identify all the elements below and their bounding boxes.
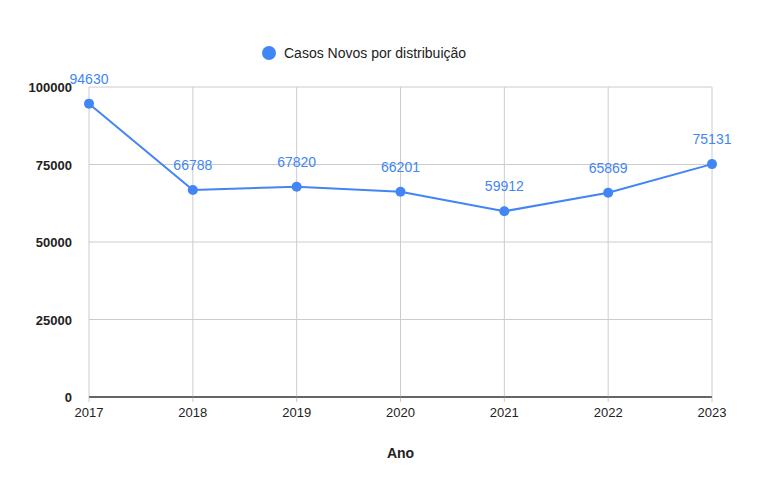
x-grid (296, 87, 297, 402)
data-point (292, 182, 302, 192)
data-point (188, 185, 198, 195)
data-point (603, 188, 613, 198)
y-tick-label: 25000 (36, 313, 72, 328)
data-label: 59912 (485, 178, 524, 194)
legend: Casos Novos por distribuição (262, 45, 466, 61)
y-tick-label: 75000 (36, 158, 72, 173)
x-tick-label: 2020 (386, 405, 415, 420)
x-grid (504, 87, 505, 402)
data-label: 65869 (589, 160, 628, 176)
series-line (89, 104, 712, 212)
x-grid (608, 87, 609, 402)
x-grid (89, 87, 90, 402)
x-grid (400, 87, 401, 402)
y-tick-label: 0 (65, 390, 72, 405)
x-axis-title: Ano (387, 445, 414, 461)
y-tick-label: 50000 (36, 235, 72, 250)
chart-container: 0 25000 50000 75000 100000 2017 2018 2019 2020 20… (0, 0, 772, 484)
x-tick-label: 2019 (282, 405, 311, 420)
x-tick-label: 2018 (178, 405, 207, 420)
x-axis-line (89, 397, 712, 398)
x-grid (192, 87, 193, 402)
legend-label: Casos Novos por distribuição (284, 45, 466, 61)
data-point (396, 187, 406, 197)
data-point (84, 99, 94, 109)
data-label: 94630 (70, 71, 109, 87)
chart-svg: 0 25000 50000 75000 100000 2017 2018 2019 2020 20… (0, 0, 772, 484)
data-label: 67820 (277, 154, 316, 170)
x-tick-label: 2021 (490, 405, 519, 420)
x-tick-label: 2022 (594, 405, 623, 420)
data-label: 66788 (173, 157, 212, 173)
data-label: 75131 (693, 131, 732, 147)
x-tick-label: 2023 (698, 405, 727, 420)
plot-area (84, 99, 717, 217)
data-point (707, 159, 717, 169)
legend-marker (262, 46, 276, 60)
data-point (499, 206, 509, 216)
data-labels: 94630 66788 67820 66201 59912 65869 75131 (70, 71, 732, 195)
y-grid (89, 397, 712, 398)
background (0, 0, 772, 484)
x-tick-label: 2017 (75, 405, 104, 420)
data-label: 66201 (381, 159, 420, 175)
y-tick-label: 100000 (29, 80, 72, 95)
